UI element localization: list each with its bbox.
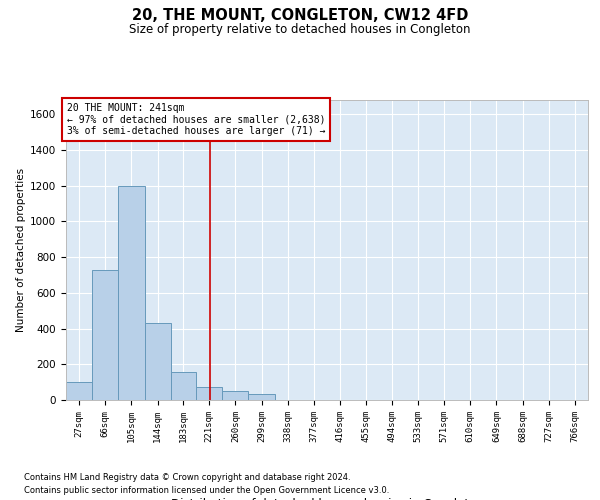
Text: 20 THE MOUNT: 241sqm
← 97% of detached houses are smaller (2,638)
3% of semi-det: 20 THE MOUNT: 241sqm ← 97% of detached h… (67, 103, 325, 136)
Bar (196, 386, 223, 400)
Bar (223, 391, 248, 400)
Text: 20, THE MOUNT, CONGLETON, CW12 4FD: 20, THE MOUNT, CONGLETON, CW12 4FD (132, 8, 468, 22)
Bar (145, 323, 170, 400)
Y-axis label: Number of detached properties: Number of detached properties (16, 168, 26, 332)
X-axis label: Distribution of detached houses by size in Congleton: Distribution of detached houses by size … (170, 498, 484, 500)
Text: Size of property relative to detached houses in Congleton: Size of property relative to detached ho… (129, 22, 471, 36)
Bar (92, 270, 118, 400)
Text: Contains public sector information licensed under the Open Government Licence v3: Contains public sector information licen… (24, 486, 389, 495)
Bar (170, 372, 196, 400)
Text: Contains HM Land Registry data © Crown copyright and database right 2024.: Contains HM Land Registry data © Crown c… (24, 474, 350, 482)
Bar (118, 186, 145, 400)
Bar (66, 382, 92, 400)
Bar (248, 394, 275, 400)
